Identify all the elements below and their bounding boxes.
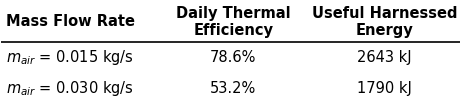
Text: 78.6%: 78.6%	[210, 50, 256, 65]
Text: Daily Thermal
Efficiency: Daily Thermal Efficiency	[176, 6, 291, 38]
Text: $m_{air}$ = 0.015 kg/s: $m_{air}$ = 0.015 kg/s	[6, 48, 134, 67]
Text: Useful Harnessed
Energy: Useful Harnessed Energy	[312, 6, 457, 38]
Text: 1790 kJ: 1790 kJ	[357, 81, 412, 96]
Text: 53.2%: 53.2%	[210, 81, 256, 96]
Text: 2643 kJ: 2643 kJ	[357, 50, 412, 65]
Text: $m_{air}$ = 0.030 kg/s: $m_{air}$ = 0.030 kg/s	[6, 79, 134, 98]
Text: Mass Flow Rate: Mass Flow Rate	[6, 14, 135, 29]
